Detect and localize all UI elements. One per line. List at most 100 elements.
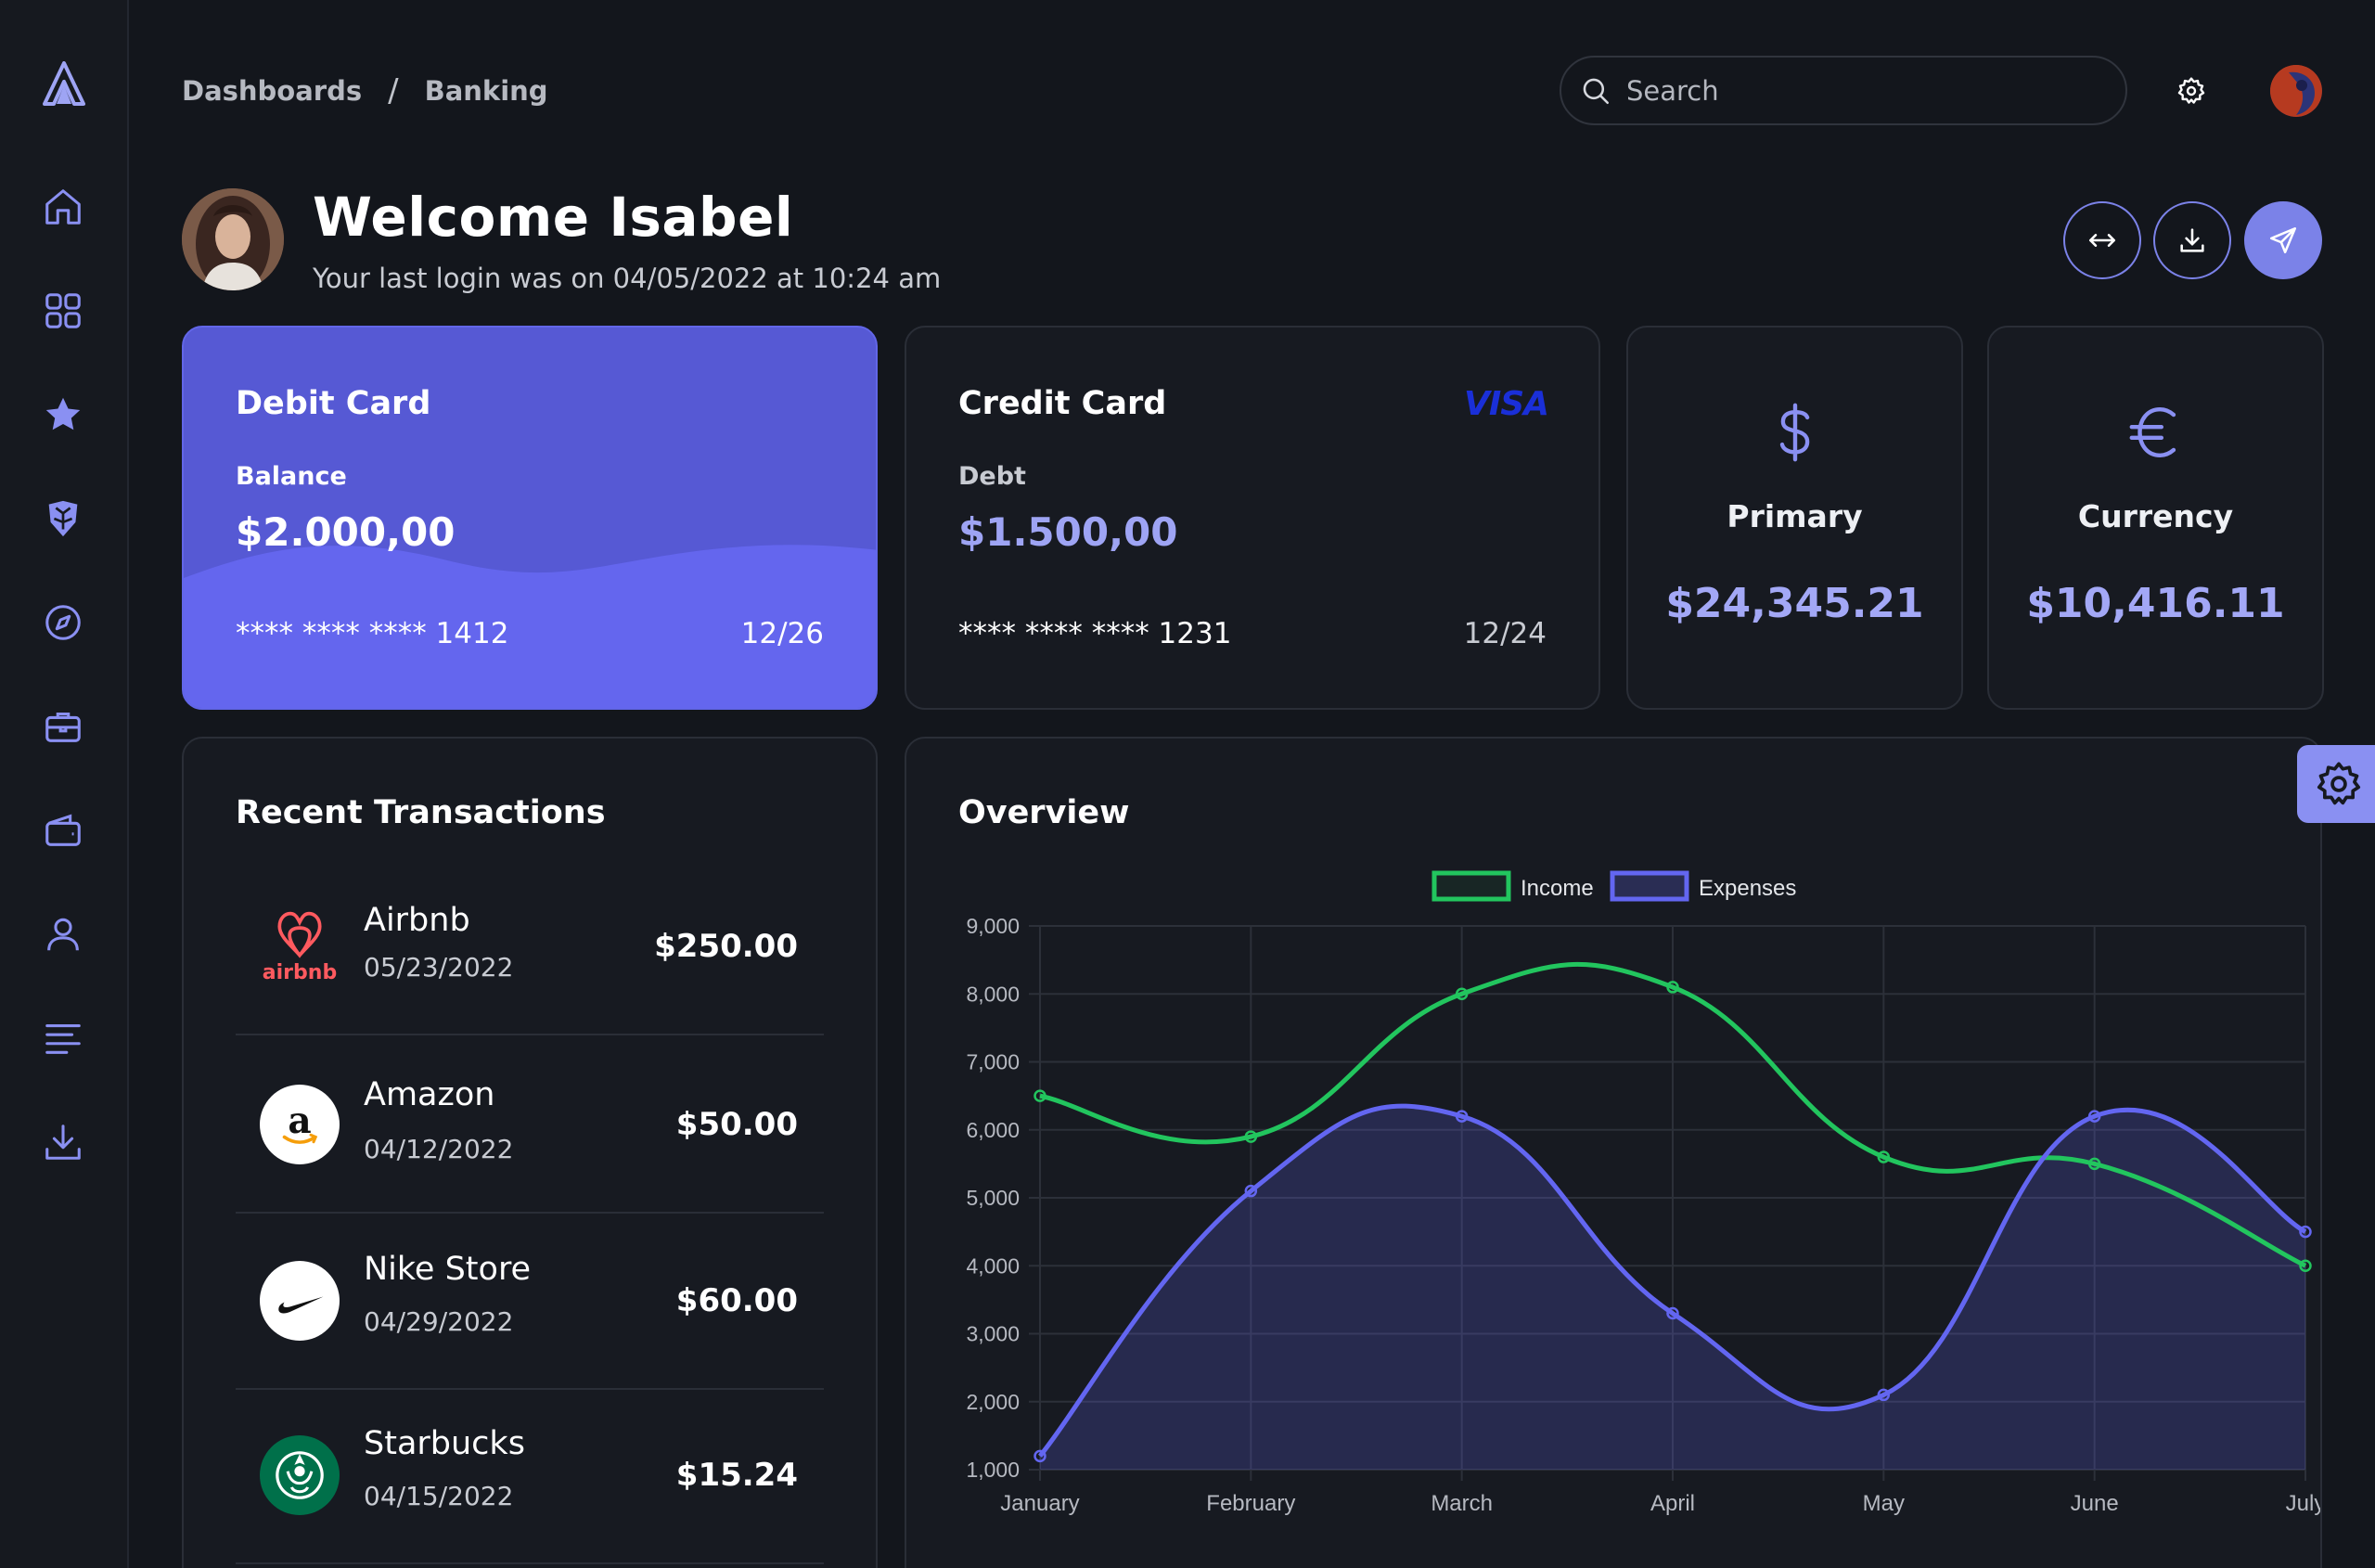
nike-logo [260, 1261, 340, 1341]
expenses-point [1666, 1306, 1679, 1320]
sidebar-item-dashboard[interactable] [41, 289, 85, 333]
transaction-row[interactable]: airbnb Airbnb 05/23/2022 $250.00 [236, 859, 824, 1035]
transaction-row[interactable]: Nike Store 04/29/2022 $60.00 [236, 1214, 824, 1390]
gear-icon [2317, 762, 2361, 805]
arrows-horizontal-icon [2088, 234, 2116, 247]
primary-value: $24,345.21 [1665, 580, 1924, 627]
expenses-point [1877, 1388, 1891, 1402]
last-login-text: Your last login was on 04/05/2022 at 10:… [313, 263, 942, 294]
transaction-amount: $50.00 [675, 1106, 798, 1143]
send-button[interactable] [2244, 201, 2322, 279]
card-wave-decoration [184, 545, 876, 708]
currency-value: $10,416.11 [2026, 580, 2285, 627]
y-tick-label: 7,000 [966, 1050, 1020, 1074]
balance-label: Balance [236, 462, 347, 491]
debit-card[interactable]: Debit Card Balance $2.000,00 **** **** *… [182, 326, 878, 710]
currency-balance-card[interactable]: Currency $10,416.11 [1987, 326, 2324, 710]
income-point [1244, 1130, 1258, 1143]
credit-card-expiry: 12/24 [1463, 617, 1547, 650]
debt-label: Debt [958, 462, 1026, 491]
download-button[interactable] [2153, 201, 2231, 279]
sidebar-item-security[interactable] [41, 496, 85, 541]
x-tick-label: June [2071, 1491, 2119, 1516]
compass-icon [45, 605, 81, 640]
transaction-row[interactable]: a Amazon 04/12/2022 $50.00 [236, 1037, 824, 1214]
search-icon [1583, 78, 1610, 104]
transaction-amount: $250.00 [654, 928, 798, 965]
breadcrumb: Dashboards / Banking [182, 72, 548, 109]
income-point [1877, 1150, 1891, 1163]
income-line [1039, 961, 2307, 1268]
primary-balance-card[interactable]: Primary $24,345.21 [1626, 326, 1963, 710]
y-tick-label: 1,000 [966, 1458, 1020, 1482]
transaction-name: Amazon [364, 1076, 495, 1113]
transfer-button[interactable] [2063, 201, 2141, 279]
search-input[interactable] [1626, 74, 2090, 107]
sidebar-item-favorites[interactable] [41, 392, 85, 437]
search-box[interactable] [1560, 56, 2127, 125]
legend-swatch [1431, 870, 1511, 902]
euro-icon [2129, 407, 2176, 457]
sidebar-item-wallet[interactable] [41, 808, 85, 853]
breadcrumb-banking[interactable]: Banking [424, 75, 548, 107]
starbucks-logo [260, 1435, 340, 1515]
amazon-logo: a [260, 1085, 340, 1164]
airbnb-logo: airbnb [260, 906, 340, 986]
breadcrumb-dashboards[interactable]: Dashboards [182, 75, 363, 107]
avatar-image [2270, 65, 2322, 117]
credit-card[interactable]: Credit Card VISA Debt $1.500,00 **** ***… [905, 326, 1600, 710]
amazon-icon: a [282, 1099, 318, 1144]
svg-text:a: a [288, 1099, 311, 1142]
x-tick-label: April [1650, 1491, 1695, 1516]
x-tick-label: January [1000, 1491, 1079, 1516]
customizer-toggle-button[interactable] [2297, 745, 2375, 823]
debit-card-expiry: 12/26 [740, 617, 824, 650]
grid-icon [45, 293, 81, 328]
text-lines-icon [45, 1024, 81, 1054]
app-logo[interactable] [43, 61, 85, 106]
settings-gear-icon[interactable] [2176, 76, 2206, 106]
balance-amount: $2.000,00 [236, 509, 456, 555]
airbnb-icon [277, 911, 322, 958]
sidebar-item-explore[interactable] [41, 600, 85, 645]
airbnb-wordmark: airbnb [262, 960, 338, 984]
expenses-point [1244, 1184, 1258, 1198]
shield-icon [48, 500, 78, 537]
nike-swoosh-icon [278, 1296, 324, 1314]
sidebar-item-list[interactable] [41, 1016, 85, 1060]
debt-amount: $1.500,00 [958, 509, 1178, 555]
transaction-name: Nike Store [364, 1251, 532, 1288]
profile-avatar [182, 188, 284, 290]
sidebar-item-profile[interactable] [41, 912, 85, 957]
sidebar-item-home[interactable] [41, 185, 85, 229]
sidebar-item-business[interactable] [41, 704, 85, 749]
expenses-point [2087, 1110, 2101, 1123]
home-icon [45, 189, 81, 225]
recent-transactions-panel: Recent Transactions airbnb Airbnb 05/23/… [182, 737, 878, 1568]
credit-card-title: Credit Card [958, 385, 1167, 422]
transaction-date: 05/23/2022 [364, 952, 514, 983]
user-avatar[interactable] [2270, 65, 2322, 117]
download-icon [2180, 228, 2204, 252]
currency-label: Currency [2077, 498, 2234, 534]
y-tick-label: 6,000 [966, 1118, 1020, 1142]
credit-card-number: **** **** **** 1231 [958, 617, 1232, 650]
star-icon [45, 397, 81, 431]
user-icon [47, 918, 79, 951]
y-tick-label: 3,000 [966, 1322, 1020, 1346]
visa-logo: VISA [1463, 385, 1549, 423]
y-tick-label: 2,000 [966, 1390, 1020, 1414]
overview-title: Overview [958, 794, 1130, 831]
x-tick-label: March [1431, 1491, 1493, 1516]
income-point [1033, 1089, 1046, 1102]
x-tick-label: February [1206, 1491, 1295, 1516]
breadcrumb-separator: / [388, 72, 399, 109]
sidebar-item-download[interactable] [41, 1120, 85, 1164]
transaction-amount: $60.00 [675, 1282, 798, 1319]
transaction-name: Airbnb [364, 902, 470, 939]
y-tick-label: 4,000 [966, 1253, 1020, 1278]
x-tick-label: July [2286, 1491, 2322, 1516]
wallet-icon [45, 814, 81, 846]
transaction-name: Starbucks [364, 1425, 525, 1462]
transaction-row[interactable]: Starbucks 04/15/2022 $15.24 [236, 1388, 824, 1564]
